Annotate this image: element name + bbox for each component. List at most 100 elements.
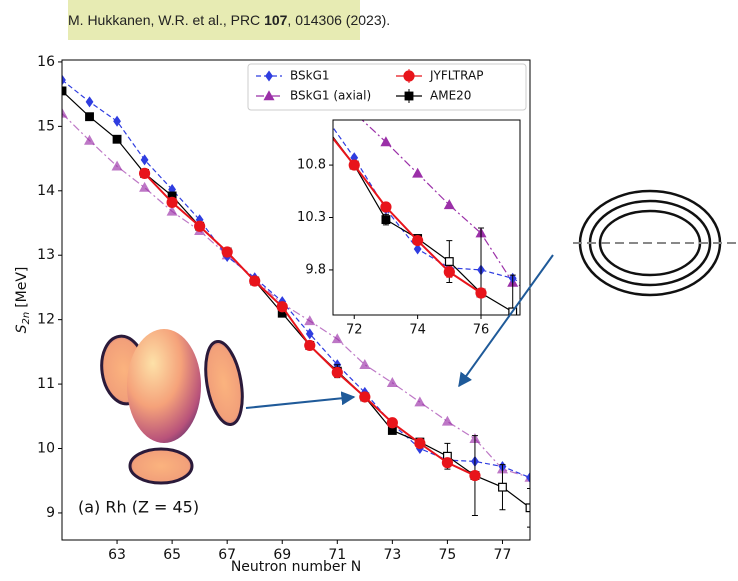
y-tick-label: 16 [37, 54, 55, 70]
y-tick-label: 14 [37, 183, 55, 199]
plot-frame [61, 59, 531, 541]
x-tick-label: 69 [273, 547, 291, 563]
marker-diamond [113, 115, 121, 127]
x-tick-label: 67 [218, 547, 236, 563]
marker-diamond [526, 471, 530, 484]
marker-triangle [414, 396, 426, 407]
marker-circle [403, 70, 415, 82]
annotation: (a) Rh (Z = 45) [78, 498, 199, 517]
arrow [458, 254, 554, 388]
marker-square [444, 257, 454, 266]
nucleus-illustration [100, 329, 244, 485]
x-tick-label: 65 [163, 547, 181, 563]
marker-circle [348, 159, 360, 171]
x-tick-label: 76 [473, 323, 490, 338]
marker-circle [386, 417, 398, 429]
y-axis-label: S2n [MeV] [14, 267, 32, 334]
citation-rest: , 014306 (2023). [287, 12, 391, 28]
marker-square [541, 342, 549, 350]
legend-label: JYFLTRAP [429, 69, 483, 83]
series-line [62, 90, 530, 509]
x-tick-label: 74 [409, 323, 426, 338]
x-tick-label: 77 [494, 547, 512, 563]
marker-circle [469, 469, 481, 482]
marker-circle [221, 246, 233, 258]
marker-triangle [331, 333, 343, 344]
marker-square [498, 482, 507, 492]
y-tick-label: 13 [37, 247, 55, 263]
marker-circle [254, 13, 264, 23]
error-bar [256, 27, 262, 31]
marker-square [381, 215, 391, 225]
y-tick-label: 10.3 [297, 210, 326, 225]
marker-circle [331, 366, 343, 379]
marker-circle [412, 234, 424, 247]
data [62, 74, 530, 528]
legend: BSkG1 BSkG1 (axial) JYFLTRAP AME20 [247, 63, 527, 111]
x-tick-label: 72 [346, 323, 363, 338]
marker-triangle [380, 136, 392, 147]
legend-label: BSkG1 (axial) [290, 89, 371, 103]
marker-triangle [412, 167, 424, 178]
inset-plot: 72 74 76 9.8 10.3 10.8 [254, 5, 549, 377]
citation-volume: 107 [264, 12, 288, 28]
marker-circle [441, 457, 454, 469]
marker-triangle [386, 377, 398, 387]
marker-diamond [62, 74, 66, 86]
marker-triangle [304, 315, 316, 326]
y-label-unit: [MeV] [14, 267, 30, 308]
marker-triangle [263, 90, 275, 101]
x-tick-label: 71 [328, 547, 346, 563]
marker-triangle [139, 181, 151, 192]
arrow [245, 391, 356, 409]
marker-circle [443, 266, 455, 278]
marker-triangle [359, 359, 371, 369]
y-tick-label: 10 [37, 441, 55, 457]
marker-diamond [305, 328, 314, 340]
marker-diamond [85, 96, 94, 108]
marker-triangle [111, 160, 123, 171]
x-tick-label: 63 [108, 547, 126, 563]
marker-diamond [413, 243, 422, 255]
marker-square [255, 25, 263, 33]
marker-circle [380, 201, 392, 213]
citation: M. Hukkanen, W.R. et al., PRC 107, 01430… [68, 0, 390, 40]
marker-triangle [166, 205, 178, 216]
y-tick-label: 10.8 [297, 158, 326, 173]
marker-diamond [265, 70, 273, 82]
x-tick-label: 75 [438, 547, 456, 563]
series-line [361, 120, 520, 287]
plots: 63 65 67 69 71 73 75 77 9 10 11 12 13 14 15 16 Neutron n… [14, 5, 549, 575]
marker-circle [475, 287, 487, 299]
marker-square [112, 134, 122, 144]
marker-triangle [84, 134, 96, 145]
plot-area [333, 120, 520, 315]
citation-authors: M. Hukkanen, W.R. et al., PRC [68, 12, 265, 28]
marker-diamond [541, 292, 547, 301]
marker-circle [166, 196, 178, 208]
data [254, 5, 549, 377]
marker-square [62, 86, 67, 96]
y-tick-label: 9.8 [305, 262, 326, 277]
series-line [62, 79, 530, 479]
error-bar [256, 16, 262, 20]
marker-triangle [540, 292, 549, 300]
marker-triangle [286, 37, 295, 45]
marker-triangle [443, 199, 455, 210]
marker-triangle [441, 415, 453, 426]
error-bar [527, 487, 530, 528]
marker-square [404, 91, 414, 101]
plot-frame [332, 119, 521, 316]
marker-circle [304, 339, 316, 352]
marker-triangle [255, 9, 264, 17]
marker-diamond [256, 5, 262, 14]
marker-square [85, 112, 94, 122]
marker-circle [359, 391, 371, 403]
marker-circle [414, 437, 426, 449]
shell-diagram [573, 189, 738, 297]
legend-box [247, 63, 527, 111]
error-bar [541, 314, 547, 377]
series-line [333, 135, 517, 315]
